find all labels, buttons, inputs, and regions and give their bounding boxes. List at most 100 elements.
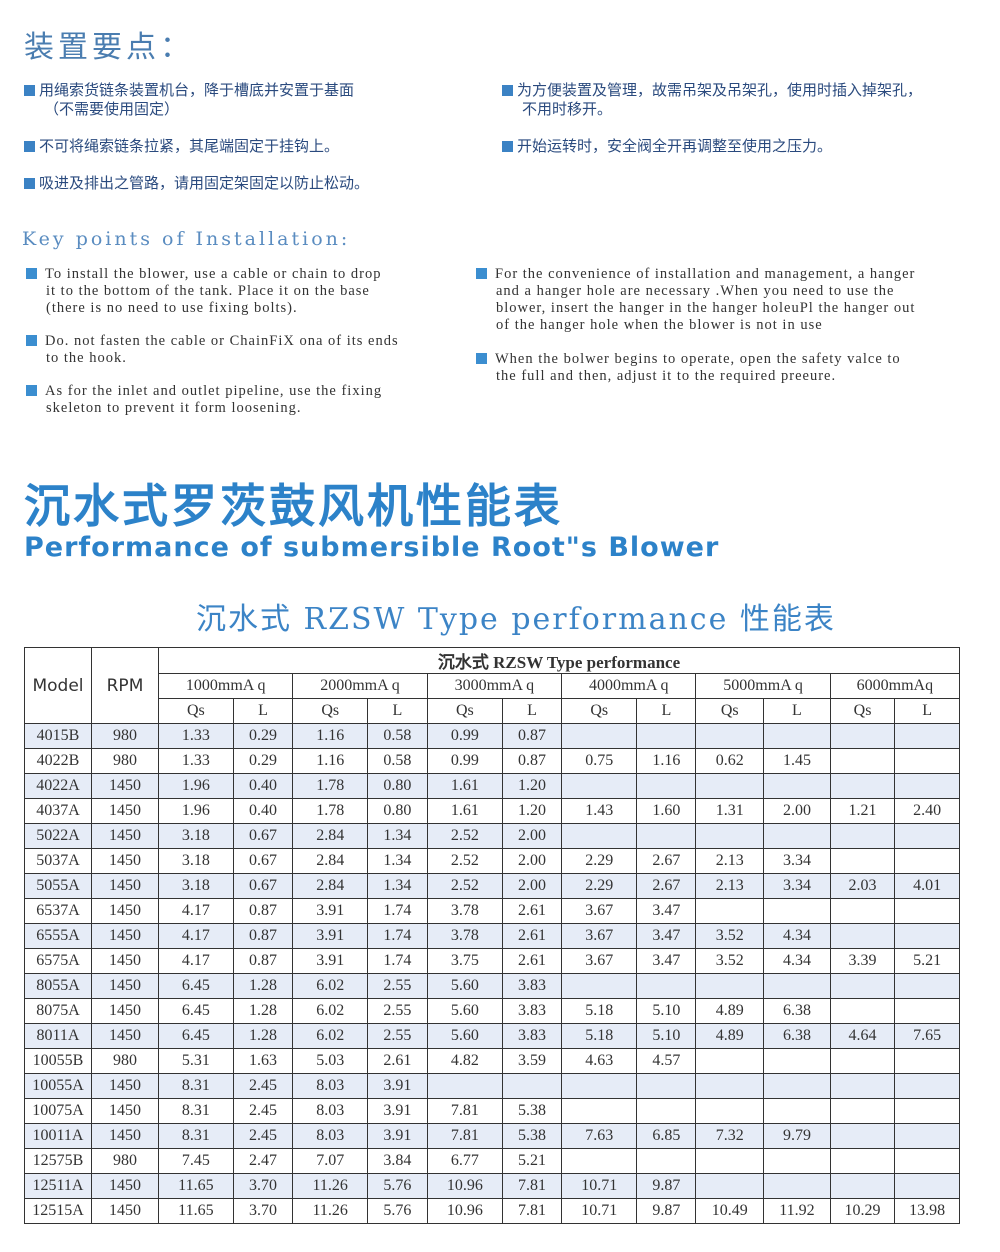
value-cell: 0.99: [426, 748, 504, 774]
rpm-cell: 980: [91, 1148, 159, 1174]
bullet-square-icon: [26, 385, 37, 396]
value-cell: 2.61: [501, 898, 563, 924]
value-cell: 0.67: [232, 823, 294, 849]
bullet-line: blower, insert the hanger in the hanger …: [496, 300, 916, 316]
pressure-header: 5000mmA q: [695, 673, 831, 699]
value-cell: [561, 773, 638, 799]
value-cell: [763, 773, 831, 799]
value-cell: 5.60: [426, 998, 504, 1024]
model-cell: 12515A: [24, 1198, 92, 1224]
value-cell: 1.60: [636, 798, 697, 824]
cn-bullets-right: 为方便装置及管理，故需吊架及吊架孔，使用时插入掉架孔， 不用时移开。 开始运转时，安…: [502, 81, 982, 174]
table-row: 6575A 1450 4.17 0.87 3.91 1.74 3.75 2.61 3.67 3.4…: [24, 948, 960, 974]
value-cell: 1.28: [232, 1023, 294, 1049]
value-cell: 3.52: [695, 923, 765, 949]
value-cell: 2.13: [695, 873, 765, 899]
table-row: 12511A 1450 11.65 3.70 11.26 5.76 10.96 7.81 10.…: [24, 1173, 960, 1199]
value-cell: 1.61: [426, 798, 504, 824]
value-cell: 10.71: [561, 1173, 638, 1199]
value-cell: 1.33: [158, 748, 234, 774]
value-cell: 1.74: [367, 948, 428, 974]
value-cell: 2.00: [501, 823, 563, 849]
bullet-item: 为方便装置及管理，故需吊架及吊架孔，使用时插入掉架孔， 不用时移开。: [502, 81, 982, 119]
value-cell: 13.98: [894, 1198, 960, 1224]
qs-header: Qs: [695, 698, 765, 724]
table-row: 12515A 1450 11.65 3.70 11.26 5.76 10.96 7.81 10.…: [24, 1198, 960, 1224]
value-cell: 4.01: [894, 873, 960, 899]
value-cell: 1.28: [232, 998, 294, 1024]
value-cell: 1.16: [292, 723, 369, 749]
value-cell: 3.91: [292, 948, 369, 974]
table-row: 8011A 1450 6.45 1.28 6.02 2.55 5.60 3.83 5.18 5.1…: [24, 1023, 960, 1049]
value-cell: 2.47: [232, 1148, 294, 1174]
value-cell: 10.71: [561, 1198, 638, 1224]
value-cell: 4.89: [695, 998, 765, 1024]
en-bullets-left: To install the blower, use a cable or ch…: [26, 266, 476, 433]
l-header: L: [501, 698, 563, 724]
value-cell: 3.83: [501, 973, 563, 999]
value-cell: 6.45: [158, 973, 234, 999]
rpm-cell: 1450: [91, 973, 159, 999]
value-cell: 4.63: [561, 1048, 638, 1074]
rpm-cell: 1450: [91, 898, 159, 924]
table-row: 4037A 1450 1.96 0.40 1.78 0.80 1.61 1.20 1.43 1.6…: [24, 798, 960, 824]
value-cell: 2.61: [367, 1048, 428, 1074]
value-cell: 5.76: [367, 1173, 428, 1199]
bullet-line: (there is no need to use fixing bolts).: [46, 300, 298, 316]
value-cell: 1.43: [561, 798, 638, 824]
value-cell: [763, 1173, 831, 1199]
bullet-square-icon: [26, 335, 37, 346]
col-rpm: RPM: [91, 647, 159, 724]
value-cell: 2.52: [426, 848, 504, 874]
model-cell: 4015B: [24, 723, 92, 749]
value-cell: [561, 823, 638, 849]
value-cell: [894, 1098, 960, 1124]
value-cell: [695, 1073, 765, 1099]
value-cell: 2.55: [367, 1023, 428, 1049]
model-cell: 6555A: [24, 923, 92, 949]
bullet-line: of the hanger hole when the blower is no…: [496, 317, 823, 333]
value-cell: 10.96: [426, 1198, 504, 1224]
value-cell: [636, 973, 697, 999]
value-cell: [763, 1098, 831, 1124]
value-cell: 2.45: [232, 1123, 294, 1149]
model-cell: 8055A: [24, 973, 92, 999]
rpm-cell: 1450: [91, 1098, 159, 1124]
table-row: 8055A 1450 6.45 1.28 6.02 2.55 5.60 3.83: [24, 973, 960, 999]
value-cell: 2.55: [367, 973, 428, 999]
value-cell: 1.78: [292, 798, 369, 824]
table-row: 4015B 980 1.33 0.29 1.16 0.58 0.99 0.87: [24, 723, 960, 749]
value-cell: 1.21: [829, 798, 896, 824]
rpm-cell: 1450: [91, 998, 159, 1024]
bullet-line: the full and then, adjust it to the requ…: [496, 368, 837, 384]
value-cell: 1.16: [292, 748, 369, 774]
value-cell: 3.59: [501, 1048, 563, 1074]
value-cell: 3.67: [561, 898, 638, 924]
value-cell: 0.62: [695, 748, 765, 774]
value-cell: 5.38: [501, 1123, 563, 1149]
value-cell: 3.91: [367, 1073, 428, 1099]
value-cell: [763, 823, 831, 849]
value-cell: 6.85: [636, 1123, 697, 1149]
model-cell: 5022A: [24, 823, 92, 849]
value-cell: [695, 1173, 765, 1199]
value-cell: 0.40: [232, 798, 294, 824]
value-cell: 6.38: [763, 998, 831, 1024]
value-cell: 1.78: [292, 773, 369, 799]
value-cell: 0.99: [426, 723, 504, 749]
bullet-square-icon: [502, 141, 513, 152]
value-cell: [894, 748, 960, 774]
value-cell: 7.81: [426, 1123, 504, 1149]
value-cell: 1.61: [426, 773, 504, 799]
table-row: 8075A 1450 6.45 1.28 6.02 2.55 5.60 3.83 5.18 5.1…: [24, 998, 960, 1024]
l-header: L: [367, 698, 428, 724]
bullet-square-icon: [476, 353, 487, 364]
table-row: 12575B 980 7.45 2.47 7.07 3.84 6.77 5.21: [24, 1148, 960, 1174]
rpm-cell: 1450: [91, 1123, 159, 1149]
value-cell: 7.81: [426, 1098, 504, 1124]
value-cell: [829, 1123, 896, 1149]
cn-installation-title: 装置要点：: [24, 30, 194, 65]
model-cell: 12511A: [24, 1173, 92, 1199]
value-cell: 2.40: [894, 798, 960, 824]
value-cell: 6.45: [158, 998, 234, 1024]
